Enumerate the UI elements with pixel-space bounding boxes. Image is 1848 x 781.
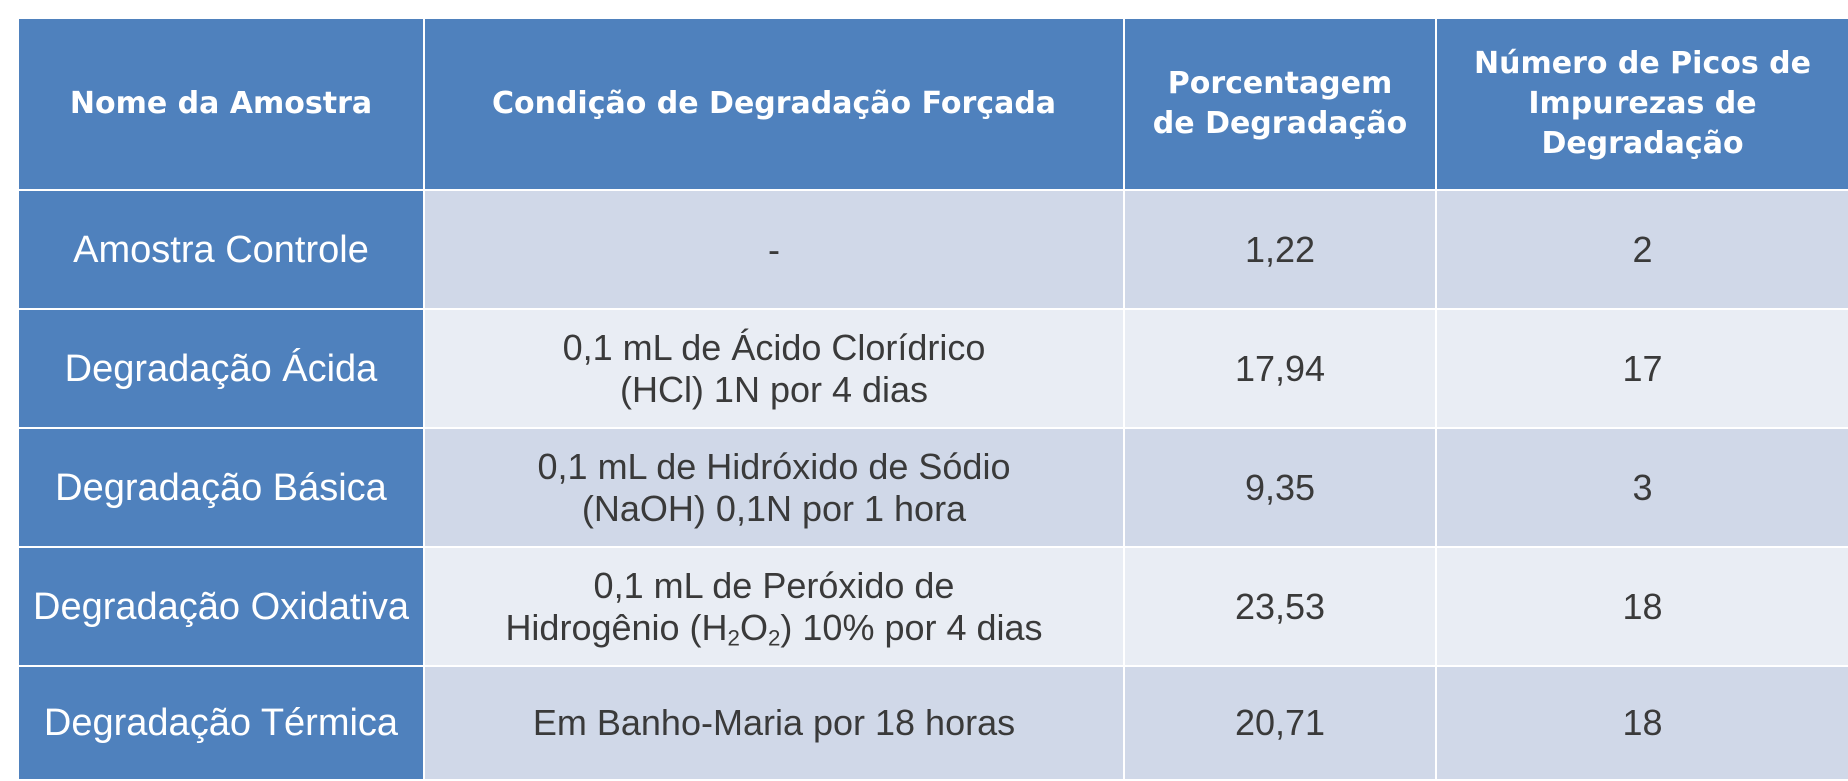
header-percentage-line: de Degradação <box>1152 106 1408 141</box>
condition-line: (HCl) 1N por 4 dias <box>619 368 929 410</box>
header-impurity-peaks: Número de Picos de Impurezas de Degradaç… <box>1435 17 1848 191</box>
header-sample-name: Nome da Amostra <box>17 17 425 191</box>
condition-line: (NaOH) 0,1N por 1 hora <box>581 487 967 529</box>
peaks-cell: 2 <box>1435 189 1848 310</box>
condition-line: 0,1 mL de Hidróxido de Sódio <box>537 445 1011 487</box>
header-percentage-line: Porcentagem <box>1167 66 1393 101</box>
percentage-cell: 20,71 <box>1123 665 1437 781</box>
percentage-cell: 9,35 <box>1123 427 1437 548</box>
header-percentage: Porcentagem de Degradação <box>1123 17 1437 191</box>
condition-line: Em Banho-Maria por 18 horas <box>532 702 1016 743</box>
header-row: Nome da Amostra Condição de Degradação F… <box>17 17 1848 191</box>
condition-cell: 0,1 mL de Peróxido de Hidrogênio (H2O2) … <box>423 546 1125 667</box>
table-row: Degradação Oxidativa 0,1 mL de Peróxido … <box>17 546 1848 667</box>
peaks-cell: 3 <box>1435 427 1848 548</box>
peaks-cell: 18 <box>1435 546 1848 667</box>
condition-cell: 0,1 mL de Ácido Clorídrico (HCl) 1N por … <box>423 308 1125 429</box>
peaks-cell: 18 <box>1435 665 1848 781</box>
peaks-cell: 17 <box>1435 308 1848 429</box>
percentage-cell: 1,22 <box>1123 189 1437 310</box>
sample-name-cell: Degradação Oxidativa <box>17 546 425 667</box>
sample-name-cell: Degradação Térmica <box>17 665 425 781</box>
condition-line: 0,1 mL de Peróxido de <box>593 564 955 606</box>
table-row: Degradação Básica 0,1 mL de Hidróxido de… <box>17 427 1848 548</box>
degradation-table-container: Nome da Amostra Condição de Degradação F… <box>17 17 1848 781</box>
percentage-cell: 23,53 <box>1123 546 1437 667</box>
header-peaks-line: Impurezas de <box>1528 86 1757 121</box>
table-row: Degradação Térmica Em Banho-Maria por 18… <box>17 665 1848 781</box>
header-peaks-line: Degradação <box>1541 126 1744 161</box>
condition-cell: 0,1 mL de Hidróxido de Sódio (NaOH) 0,1N… <box>423 427 1125 548</box>
header-peaks-line: Número de Picos de <box>1474 46 1811 81</box>
sample-name-cell: Degradação Básica <box>17 427 425 548</box>
percentage-cell: 17,94 <box>1123 308 1437 429</box>
degradation-table: Nome da Amostra Condição de Degradação F… <box>17 17 1848 781</box>
condition-line: - <box>768 228 780 270</box>
condition-cell: - <box>423 189 1125 310</box>
sample-name-cell: Degradação Ácida <box>17 308 425 429</box>
condition-cell: Em Banho-Maria por 18 horas <box>423 665 1125 781</box>
table-row: Degradação Ácida 0,1 mL de Ácido Clorídr… <box>17 308 1848 429</box>
sample-name-cell: Amostra Controle <box>17 189 425 310</box>
table-row: Amostra Controle - 1,22 2 <box>17 189 1848 310</box>
header-condition: Condição de Degradação Forçada <box>423 17 1125 191</box>
condition-line: 0,1 mL de Ácido Clorídrico <box>562 326 986 368</box>
condition-line: Hidrogênio (H2O2) 10% por 4 dias <box>505 606 1043 651</box>
